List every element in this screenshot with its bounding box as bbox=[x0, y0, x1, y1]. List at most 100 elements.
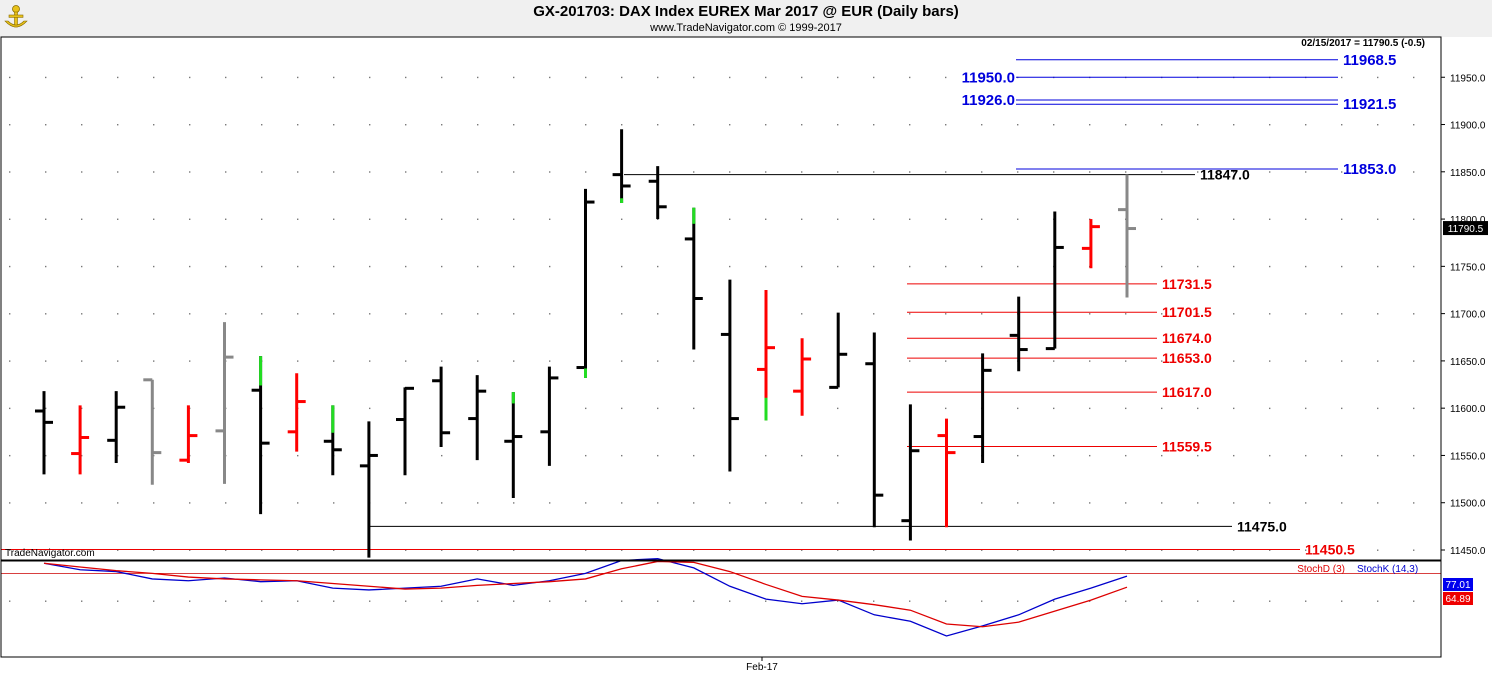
grid-dot bbox=[297, 549, 299, 551]
grid-dot bbox=[1269, 549, 1271, 551]
grid-dot bbox=[153, 124, 155, 126]
grid-dot bbox=[477, 76, 479, 79]
grid-dot bbox=[873, 313, 875, 315]
grid-dot bbox=[837, 407, 839, 410]
level-label-11968.5: 11968.5 bbox=[1343, 52, 1396, 69]
grid-dot bbox=[261, 171, 263, 173]
grid-dot bbox=[657, 549, 659, 551]
grid-dot bbox=[45, 76, 47, 79]
grid-dot bbox=[1125, 124, 1127, 126]
grid-dot bbox=[1377, 76, 1379, 79]
grid-dot bbox=[765, 502, 767, 504]
grid-dot bbox=[729, 218, 731, 220]
grid-dot bbox=[477, 171, 479, 173]
y-tick-label: 11600.0 bbox=[1450, 404, 1486, 415]
grid-dot bbox=[405, 124, 407, 126]
grid-dot bbox=[1125, 407, 1127, 410]
grid-dot bbox=[693, 360, 695, 362]
grid-dot bbox=[333, 600, 335, 602]
grid-dot bbox=[1269, 600, 1271, 602]
grid-dot bbox=[1197, 360, 1199, 362]
grid-dot bbox=[1161, 360, 1163, 362]
grid-dot bbox=[333, 76, 335, 79]
grid-dot bbox=[1053, 454, 1055, 457]
legend-stochk: StochK (14,3) bbox=[1357, 564, 1418, 575]
last-price-label: 11790.5 bbox=[1448, 224, 1484, 235]
grid-dot bbox=[45, 218, 47, 220]
price-panel-frame bbox=[0, 36, 1442, 561]
grid-dot bbox=[9, 407, 11, 410]
grid-dot bbox=[1377, 360, 1379, 362]
grid-dot bbox=[585, 124, 587, 126]
grid-dot bbox=[225, 600, 227, 602]
grid-dot bbox=[1161, 502, 1163, 504]
grid-dot bbox=[693, 76, 695, 79]
grid-dot bbox=[1269, 454, 1271, 457]
y-tick-label: 11650.0 bbox=[1450, 357, 1486, 368]
grid-dot bbox=[1161, 454, 1163, 457]
level-label-11853.0: 11853.0 bbox=[1343, 161, 1396, 178]
grid-dot bbox=[81, 407, 83, 410]
grid-dot bbox=[1233, 313, 1235, 315]
grid-dot bbox=[225, 218, 227, 220]
grid-dot bbox=[1233, 124, 1235, 126]
grid-dot bbox=[1197, 218, 1199, 220]
grid-dot bbox=[1161, 407, 1163, 410]
grid-dot bbox=[585, 407, 587, 410]
grid-dot bbox=[189, 218, 191, 220]
grid-dot bbox=[1197, 313, 1199, 315]
grid-dot bbox=[837, 124, 839, 126]
grid-dot bbox=[837, 265, 839, 268]
grid-dot bbox=[1017, 600, 1019, 602]
grid-dot bbox=[1197, 454, 1199, 457]
grid-dot bbox=[801, 218, 803, 220]
grid-dot bbox=[1053, 124, 1055, 126]
grid-dot bbox=[801, 76, 803, 79]
grid-dot bbox=[549, 600, 551, 602]
grid-dot bbox=[1089, 600, 1091, 602]
grid-dot bbox=[45, 407, 47, 410]
grid-dot bbox=[1413, 502, 1415, 504]
grid-dot bbox=[297, 124, 299, 126]
grid-dot bbox=[297, 171, 299, 173]
grid-dot bbox=[441, 454, 443, 457]
grid-dot bbox=[9, 313, 11, 315]
grid-dot bbox=[621, 76, 623, 79]
grid-dot bbox=[189, 76, 191, 79]
grid-dot bbox=[369, 265, 371, 268]
grid-dot bbox=[1341, 76, 1343, 79]
grid-dot bbox=[1377, 313, 1379, 315]
grid-dot bbox=[369, 171, 371, 173]
chart-title: GX-201703: DAX Index EUREX Mar 2017 @ EU… bbox=[533, 3, 959, 20]
grid-dot bbox=[621, 124, 623, 126]
grid-dot bbox=[1305, 549, 1307, 551]
grid-dot bbox=[801, 313, 803, 315]
grid-dot bbox=[1269, 265, 1271, 268]
chart-subtitle: www.TradeNavigator.com © 1999-2017 bbox=[650, 22, 842, 34]
stoch-line-d bbox=[43, 560, 1128, 628]
grid-dot bbox=[1413, 549, 1415, 551]
grid-dot bbox=[765, 549, 767, 551]
grid-dot bbox=[441, 171, 443, 173]
grid-dot bbox=[1305, 218, 1307, 220]
grid-dot bbox=[1413, 600, 1415, 602]
grid-dot bbox=[441, 76, 443, 79]
legend-stochd: StochD (3) bbox=[1297, 564, 1345, 575]
grid-dot bbox=[1413, 360, 1415, 362]
grid-dot bbox=[549, 313, 551, 315]
grid-dot bbox=[45, 502, 47, 504]
grid-dot bbox=[1305, 360, 1307, 362]
grid-dot bbox=[1017, 124, 1019, 126]
grid-dot bbox=[1377, 124, 1379, 126]
grid-dot bbox=[585, 600, 587, 602]
grid-dot bbox=[117, 171, 119, 173]
grid-dot bbox=[657, 454, 659, 457]
grid-dot bbox=[81, 454, 83, 457]
grid-dot bbox=[1125, 313, 1127, 315]
level-label-11617.0: 11617.0 bbox=[1162, 384, 1212, 400]
grid-dot bbox=[117, 600, 119, 602]
grid-dot bbox=[1089, 360, 1091, 362]
grid-dot bbox=[1305, 265, 1307, 268]
grid-dot bbox=[477, 360, 479, 362]
